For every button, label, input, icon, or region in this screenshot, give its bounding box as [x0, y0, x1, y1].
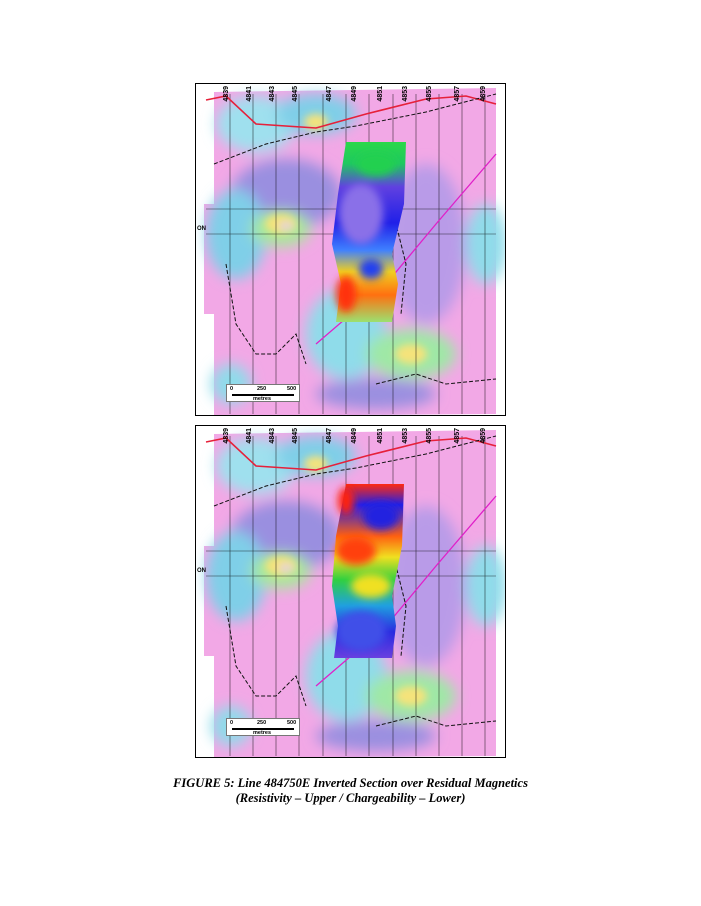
easting-tick-label: 4859 — [480, 428, 487, 444]
map-panel-lower: 4839 4841 4843 4845 4847 4849 4851 4853 … — [195, 425, 506, 758]
magnetics-map-lower — [196, 426, 505, 757]
scale-bar-segment — [232, 394, 263, 396]
easting-tick-label: 4855 — [426, 428, 433, 444]
figure-caption-title: FIGURE 5: Line 484750E Inverted Section … — [173, 776, 528, 790]
scale-label-250: 250 — [257, 386, 267, 392]
scale-bar-line — [232, 728, 294, 730]
scale-label-500: 500 — [287, 386, 297, 392]
easting-tick-label: 4839 — [223, 86, 230, 102]
easting-tick-label: 4841 — [246, 86, 253, 102]
figure-caption-subtitle: (Resistivity – Upper / Chargeability – L… — [235, 791, 466, 805]
magnetics-map-upper — [196, 84, 505, 415]
easting-tick-label: 4853 — [402, 86, 409, 102]
easting-tick-label: 4857 — [454, 86, 461, 102]
easting-tick-label: 4849 — [351, 86, 358, 102]
easting-tick-label: 4845 — [292, 86, 299, 102]
easting-tick-label: 4841 — [246, 428, 253, 444]
map-edge-label: ON — [197, 226, 206, 232]
map-panel-upper: 4839 4841 4843 4845 4847 4849 4851 4853 … — [195, 83, 506, 416]
easting-tick-label: 4857 — [454, 428, 461, 444]
easting-tick-label: 4859 — [480, 86, 487, 102]
easting-tick-label: 4839 — [223, 428, 230, 444]
scale-label-0: 0 — [230, 386, 234, 392]
map-edge-label: ON — [197, 568, 206, 574]
scale-label-0: 0 — [230, 720, 234, 726]
scale-label-500: 500 — [287, 720, 297, 726]
easting-tick-label: 4843 — [269, 86, 276, 102]
easting-tick-label: 4845 — [292, 428, 299, 444]
scale-bar-line — [232, 394, 294, 396]
easting-tick-label: 4855 — [426, 86, 433, 102]
easting-tick-label: 4849 — [351, 428, 358, 444]
easting-tick-label: 4853 — [402, 428, 409, 444]
scale-units: metres — [253, 396, 272, 402]
scale-bar: 0 250 500 metres — [226, 718, 300, 736]
easting-tick-label: 4847 — [326, 86, 333, 102]
easting-tick-label: 4843 — [269, 428, 276, 444]
scale-units: metres — [253, 730, 272, 736]
scale-bar: 0 250 500 metres — [226, 384, 300, 402]
easting-tick-label: 4851 — [377, 428, 384, 444]
easting-tick-label: 4847 — [326, 428, 333, 444]
easting-tick-label: 4851 — [377, 86, 384, 102]
scale-label-250: 250 — [257, 720, 267, 726]
scale-bar-segment — [232, 728, 263, 730]
